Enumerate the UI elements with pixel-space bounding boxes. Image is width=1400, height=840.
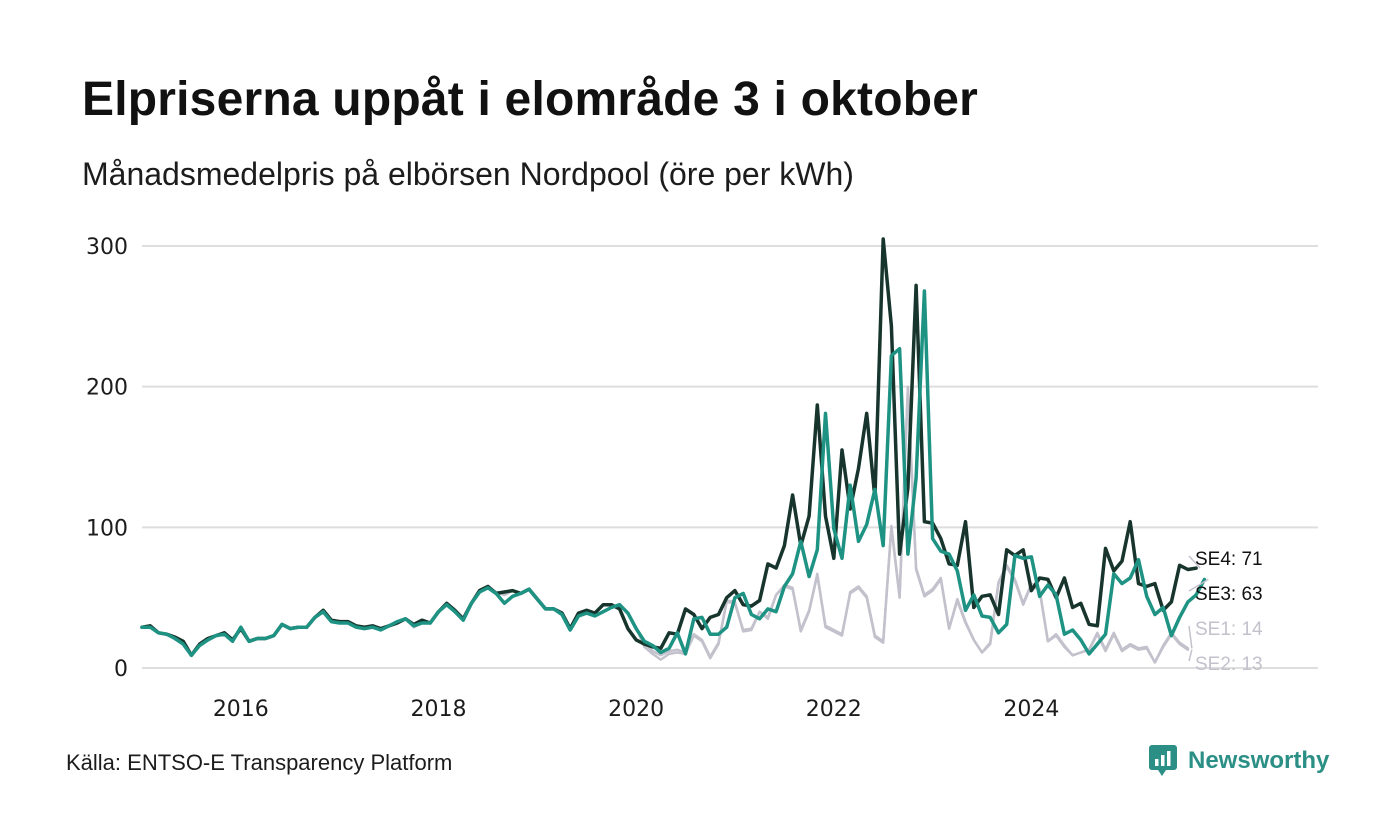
brand-logo[interactable]: Newsworthy bbox=[1148, 744, 1329, 778]
y-tick-label: 300 bbox=[86, 235, 128, 260]
series-line-se1 bbox=[140, 385, 1190, 664]
series-end-labels: SE4: 71 SE3: 63 SE1: 14 SE2: 13 bbox=[1188, 549, 1263, 675]
leader-line-se3 bbox=[1188, 578, 1209, 592]
series-line-se2 bbox=[140, 386, 1190, 664]
source-note: Källa: ENTSO-E Transparency Platform bbox=[66, 750, 453, 775]
chart-title: Elpriserna uppåt i elområde 3 i oktober bbox=[82, 73, 979, 126]
x-tick-label: 2016 bbox=[213, 697, 269, 722]
leader-line-se4 bbox=[1188, 555, 1201, 569]
leader-line-se1 bbox=[1188, 625, 1193, 649]
y-tick-label: 100 bbox=[86, 516, 128, 541]
brand-name: Newsworthy bbox=[1188, 747, 1330, 774]
y-tick-label: 200 bbox=[86, 376, 128, 401]
leader-line-se2 bbox=[1188, 649, 1193, 662]
x-axis-ticks: 2016 2018 2020 2022 2024 bbox=[213, 697, 1060, 722]
x-tick-label: 2024 bbox=[1003, 697, 1059, 722]
x-tick-label: 2020 bbox=[608, 697, 664, 722]
series-label-se1: SE1: 14 bbox=[1195, 619, 1263, 640]
x-tick-label: 2022 bbox=[806, 697, 862, 722]
x-tick-label: 2018 bbox=[410, 697, 466, 722]
series-lines bbox=[140, 237, 1207, 664]
series-line-se3 bbox=[140, 289, 1207, 658]
chart-subtitle: Månadsmedelpris på elbörsen Nordpool (ör… bbox=[82, 156, 854, 192]
y-gridlines bbox=[142, 245, 1318, 669]
series-label-se2: SE2: 13 bbox=[1195, 654, 1263, 675]
y-tick-label: 0 bbox=[114, 657, 128, 682]
y-axis-ticks: 0 100 200 300 bbox=[86, 235, 128, 682]
series-label-se4: SE4: 71 bbox=[1195, 549, 1263, 570]
newsworthy-logo-icon bbox=[1149, 745, 1177, 776]
series-label-se3: SE3: 63 bbox=[1195, 584, 1263, 605]
